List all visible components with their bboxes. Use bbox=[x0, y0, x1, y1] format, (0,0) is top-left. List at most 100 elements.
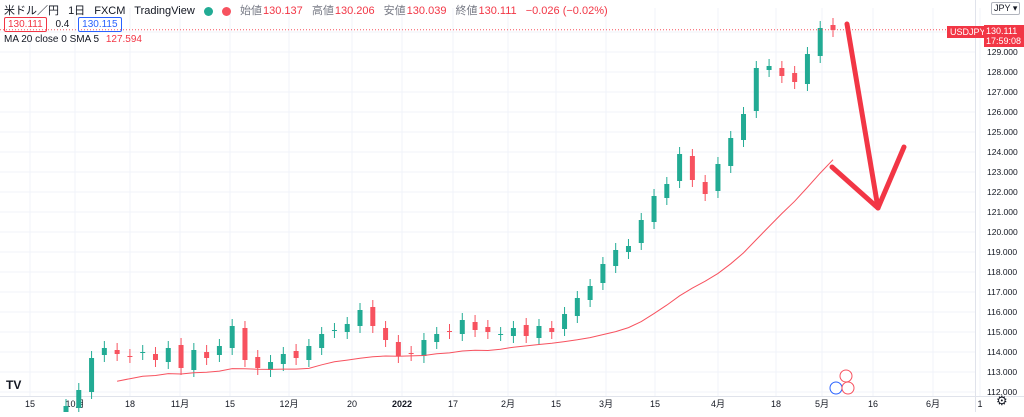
candle-body bbox=[817, 28, 823, 56]
spread-value: 0.4 bbox=[55, 19, 70, 30]
arrow-head bbox=[829, 144, 907, 211]
candle-body bbox=[331, 330, 337, 331]
candle-body bbox=[664, 184, 670, 198]
candle-body bbox=[562, 314, 568, 329]
high-value: 130.206 bbox=[334, 5, 375, 17]
symbol-price-tag: USDJPY bbox=[947, 26, 989, 38]
time-tick-label: 6月 bbox=[926, 399, 940, 409]
open-label: 始値 bbox=[240, 5, 263, 17]
flag-event-icon bbox=[829, 381, 843, 395]
candle-body bbox=[587, 286, 593, 300]
candle-body bbox=[344, 324, 350, 332]
candle-body bbox=[753, 68, 759, 111]
candle-body bbox=[114, 350, 120, 354]
price-tick-label: 128.000 bbox=[987, 67, 1018, 77]
time-tick-label: 18 bbox=[125, 399, 135, 409]
time-tick-label: 3月 bbox=[599, 399, 613, 409]
candle-body bbox=[242, 328, 248, 360]
candle-body bbox=[447, 331, 452, 332]
time-tick-label: 2022 bbox=[392, 399, 412, 409]
candle-body bbox=[229, 326, 235, 348]
candle-body bbox=[216, 346, 222, 355]
time-tick-label: 17 bbox=[448, 399, 458, 409]
candle-body bbox=[89, 358, 95, 392]
candle-body bbox=[741, 114, 747, 140]
candle-body bbox=[280, 354, 286, 364]
price-tick-label: 122.000 bbox=[987, 187, 1018, 197]
candle-body bbox=[625, 246, 631, 252]
candle-body bbox=[140, 352, 146, 353]
time-tick-label: 16 bbox=[868, 399, 878, 409]
price-tick-label: 115.000 bbox=[987, 327, 1017, 337]
tradingview-logo[interactable]: TV bbox=[6, 378, 22, 392]
candle-body bbox=[792, 73, 798, 82]
flag-event-icon bbox=[841, 381, 855, 395]
time-tick-label: 15 bbox=[225, 399, 235, 409]
sell-button[interactable]: 130.111 bbox=[4, 17, 47, 32]
gear-icon[interactable]: ⚙ bbox=[996, 393, 1008, 408]
high-label: 高値 bbox=[311, 5, 334, 17]
candle-body bbox=[370, 307, 376, 326]
indicator-legend[interactable]: MA 20 close 0 SMA 5 127.594 bbox=[4, 34, 142, 45]
flag-event-icon bbox=[839, 369, 853, 383]
candle-body bbox=[408, 353, 414, 354]
candle-body bbox=[255, 357, 261, 368]
price-tick-label: 118.000 bbox=[987, 267, 1017, 277]
menu-icon[interactable] bbox=[221, 6, 231, 16]
close-label: 終値 bbox=[455, 5, 478, 17]
legend-header: 米ドル／円 1日 FXCM TradingView 始値130.137 高値13… bbox=[4, 2, 614, 18]
time-tick-label: 20 bbox=[347, 399, 357, 409]
time-tick-label: 15 bbox=[551, 399, 561, 409]
interval-label[interactable]: 1日 bbox=[68, 5, 86, 17]
candle-body bbox=[600, 264, 606, 283]
price-tick-label: 127.000 bbox=[987, 87, 1018, 97]
candle-body bbox=[127, 356, 133, 357]
price-tick-label: 124.000 bbox=[987, 147, 1018, 157]
candle-body bbox=[459, 320, 465, 334]
candle-body bbox=[804, 54, 810, 84]
candle-body bbox=[702, 182, 708, 194]
currency-button[interactable]: JPY ▾ bbox=[991, 2, 1021, 15]
price-tick-label: 121.000 bbox=[987, 207, 1018, 217]
candle-body bbox=[191, 350, 197, 370]
candle-body bbox=[728, 138, 734, 166]
candle-body bbox=[766, 66, 772, 70]
low-value: 130.039 bbox=[406, 5, 447, 17]
candle-body bbox=[779, 68, 785, 76]
indicator-label: MA 20 close 0 SMA 5 bbox=[4, 34, 100, 45]
candle-body bbox=[651, 196, 657, 222]
time-tick-label: 15 bbox=[650, 399, 660, 409]
quote-row: 130.111 0.4 130.115 bbox=[4, 17, 122, 32]
buy-button[interactable]: 130.115 bbox=[78, 17, 122, 32]
price-tick-label: 119.000 bbox=[987, 247, 1017, 257]
candle-body bbox=[204, 352, 210, 358]
price-tick-label: 125.000 bbox=[987, 127, 1018, 137]
candle-body bbox=[165, 348, 171, 362]
candle-body bbox=[268, 362, 274, 370]
symbol-name[interactable]: 米ドル／円 bbox=[4, 5, 59, 17]
price-tick-label: 113.000 bbox=[987, 367, 1017, 377]
candle-body bbox=[523, 325, 529, 336]
time-tick-label: 1 bbox=[977, 399, 982, 409]
candle-body bbox=[498, 334, 504, 335]
candle-body bbox=[510, 328, 516, 336]
price-tick-label: 114.000 bbox=[987, 347, 1017, 357]
candle-body bbox=[152, 354, 158, 360]
source-label: TradingView bbox=[134, 5, 195, 17]
time-tick-label: 15 bbox=[25, 399, 35, 409]
candle-body bbox=[638, 220, 644, 243]
candle-body bbox=[549, 328, 555, 332]
price-tick-label: 117.000 bbox=[987, 287, 1017, 297]
candle-body bbox=[63, 406, 69, 412]
price-tick-label: 116.000 bbox=[987, 307, 1017, 317]
time-tick-label: 2月 bbox=[501, 399, 515, 409]
open-value: 130.137 bbox=[263, 5, 303, 17]
ma-line bbox=[117, 159, 834, 382]
candle-body bbox=[536, 326, 542, 338]
candle-body bbox=[485, 327, 491, 332]
candle-body bbox=[357, 310, 363, 326]
candle-body bbox=[421, 340, 427, 356]
last-price: 130.111 bbox=[986, 26, 1018, 36]
